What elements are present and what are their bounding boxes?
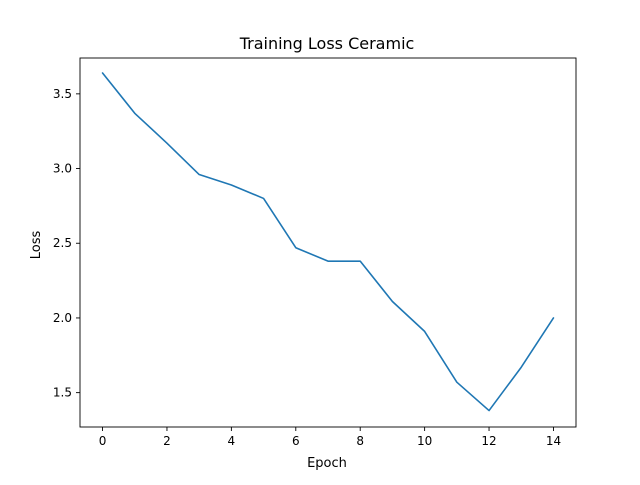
x-tick-label: 6 (292, 434, 300, 448)
x-axis-label: Epoch (307, 456, 347, 471)
y-tick-label: 3.0 (53, 162, 72, 176)
x-tick-label: 8 (356, 434, 364, 448)
chart-title: Training Loss Ceramic (239, 34, 415, 53)
x-tick-label: 2 (163, 434, 171, 448)
y-tick-label: 2.5 (53, 236, 72, 250)
x-tick-label: 12 (481, 434, 496, 448)
y-axis-label: Loss (29, 231, 44, 260)
y-tick-label: 1.5 (53, 386, 72, 400)
y-tick-label: 3.5 (53, 87, 72, 101)
x-tick-label: 0 (99, 434, 107, 448)
y-tick-label: 2.0 (53, 311, 72, 325)
x-tick-label: 4 (228, 434, 236, 448)
plot-frame (79, 57, 577, 428)
x-tick-label: 14 (546, 434, 561, 448)
series-line-0 (101, 72, 555, 412)
x-tick-label: 10 (417, 434, 432, 448)
